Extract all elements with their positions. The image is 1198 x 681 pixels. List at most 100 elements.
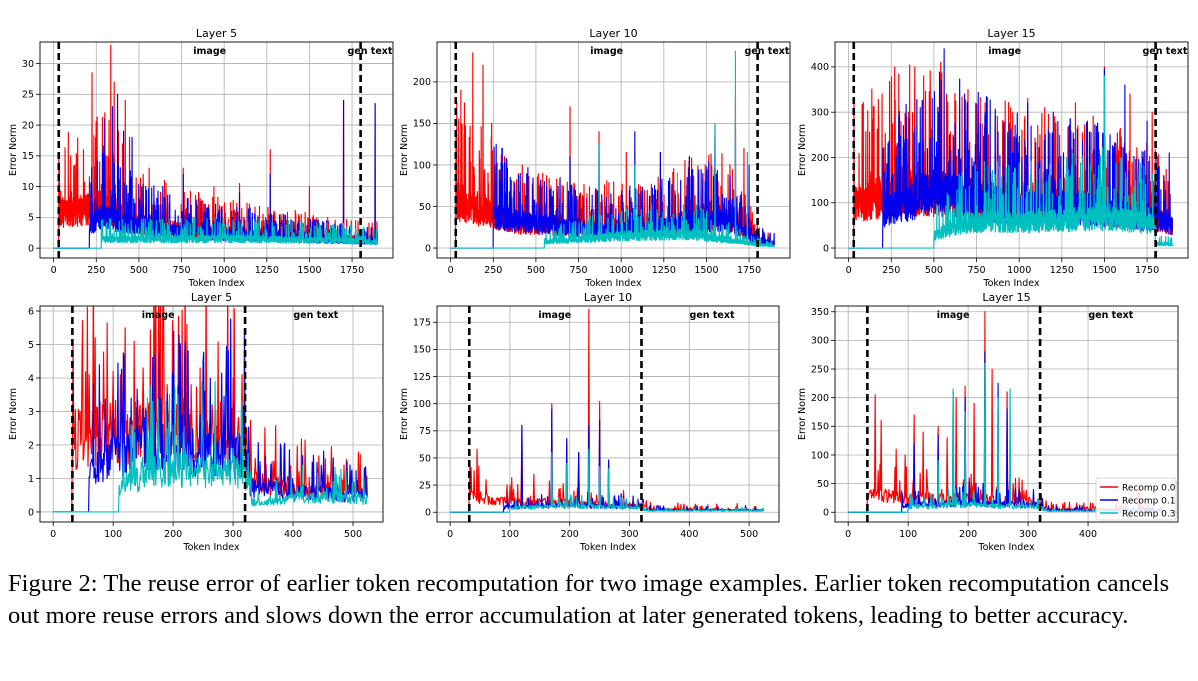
series-group <box>848 48 1174 249</box>
x-tick-label: 200 <box>959 529 977 540</box>
series-line-recomp-0-3 <box>53 216 379 249</box>
y-tick-label: 400 <box>811 62 829 73</box>
y-tick-label: 25 <box>419 480 431 491</box>
region-label: gen text <box>347 46 392 57</box>
y-axis-label: Error Norm <box>8 388 19 440</box>
x-axis-label: Token Index <box>187 278 245 289</box>
y-tick-label: 0 <box>823 243 829 254</box>
x-tick-label: 1500 <box>1092 265 1116 276</box>
x-tick-label: 300 <box>1019 529 1037 540</box>
x-tick-label: 200 <box>164 529 182 540</box>
x-axis-label: Token Index <box>982 278 1040 289</box>
region-label: image <box>538 310 571 321</box>
region-label: image <box>142 310 175 321</box>
x-tick-label: 0 <box>846 265 852 276</box>
y-tick-label: 350 <box>811 307 829 318</box>
y-axis-label: Error Norm <box>797 124 808 176</box>
x-tick-label: 250 <box>87 265 105 276</box>
x-tick-label: 1500 <box>297 265 321 276</box>
y-axis-label: Error Norm <box>399 388 410 440</box>
x-tick-label: 1000 <box>1007 265 1031 276</box>
y-tick-label: 100 <box>413 160 431 171</box>
chart-title: Layer 15 <box>987 27 1035 40</box>
series-group <box>450 50 776 249</box>
x-tick-label: 1250 <box>1050 265 1074 276</box>
x-tick-label: 0 <box>447 529 453 540</box>
x-tick-label: 1750 <box>1135 265 1159 276</box>
region-label: gen text <box>1142 46 1187 57</box>
y-tick-label: 50 <box>419 453 431 464</box>
y-tick-label: 50 <box>419 202 431 213</box>
x-tick-label: 400 <box>680 529 698 540</box>
y-tick-label: 100 <box>413 399 431 410</box>
x-tick-label: 1000 <box>212 265 236 276</box>
axes-frame <box>39 41 394 259</box>
x-tick-label: 1250 <box>255 265 279 276</box>
x-tick-label: 750 <box>569 265 587 276</box>
y-tick-label: 300 <box>811 336 829 347</box>
y-tick-label: 100 <box>811 198 829 209</box>
axes-frame <box>834 305 1179 523</box>
x-tick-label: 1250 <box>652 265 676 276</box>
x-tick-label: 1750 <box>737 265 761 276</box>
x-tick-label: 1000 <box>609 265 633 276</box>
y-tick-label: 200 <box>811 393 829 404</box>
legend-label: Recomp 0.1 <box>1122 496 1176 506</box>
x-tick-label: 100 <box>899 529 917 540</box>
chart-6: 0 100 200 300 400 0 50 100 150 200 250 300 350 Layer … <box>797 291 1179 553</box>
chart-title: Layer 5 <box>191 291 232 304</box>
series-line-recomp-0-3 <box>848 75 1174 249</box>
x-tick-label: 250 <box>484 265 502 276</box>
x-tick-label: 500 <box>344 529 362 540</box>
x-tick-label: 500 <box>527 265 545 276</box>
region-label: image <box>193 46 226 57</box>
x-tick-label: 0 <box>448 265 454 276</box>
y-tick-label: 25 <box>22 90 34 101</box>
x-tick-label: 0 <box>845 529 851 540</box>
x-tick-label: 400 <box>284 529 302 540</box>
x-tick-label: 0 <box>50 529 56 540</box>
legend-box <box>1095 477 1177 521</box>
legend-label: Recomp 0.0 <box>1122 483 1176 493</box>
y-tick-label: 300 <box>811 107 829 118</box>
y-tick-label: 100 <box>811 450 829 461</box>
chart-title: Layer 15 <box>982 291 1030 304</box>
region-label: image <box>590 46 623 57</box>
legend-label: Recomp 0.3 <box>1122 509 1176 519</box>
y-axis-label: Error Norm <box>399 124 410 176</box>
x-axis-label: Token Index <box>182 542 240 553</box>
y-tick-label: 10 <box>22 182 34 193</box>
y-tick-label: 0 <box>425 243 431 254</box>
axes-frame <box>39 305 384 523</box>
x-tick-label: 200 <box>561 529 579 540</box>
y-tick-label: 30 <box>22 59 34 70</box>
y-tick-label: 150 <box>413 345 431 356</box>
x-tick-label: 750 <box>172 265 190 276</box>
chart-5: 0 100 200 300 400 500 0 25 50 75 100 125 150 175 Layer… <box>399 291 780 553</box>
series-line-recomp-0-3 <box>450 448 765 513</box>
x-tick-label: 400 <box>1079 529 1097 540</box>
y-tick-label: 50 <box>817 479 829 490</box>
legend: Recomp 0.0 Recomp 0.1 Recomp 0.3 <box>1095 477 1177 521</box>
y-tick-label: 6 <box>28 306 34 317</box>
y-axis-label: Error Norm <box>797 388 808 440</box>
y-tick-label: 0 <box>28 507 34 518</box>
x-tick-label: 750 <box>967 265 985 276</box>
y-tick-label: 0 <box>28 243 34 254</box>
y-tick-label: 200 <box>811 153 829 164</box>
series-group <box>53 306 368 513</box>
series-group <box>53 44 379 249</box>
chart-title: Layer 10 <box>589 27 637 40</box>
region-label: gen text <box>690 310 735 321</box>
chart-3: 0 250 500 750 1000 1250 1500 1750 0 100 200 300 400 L… <box>797 27 1189 289</box>
axes-frame <box>436 41 791 259</box>
series-group <box>450 308 765 513</box>
series-line-recomp-0-3 <box>53 380 368 513</box>
y-tick-label: 75 <box>419 426 431 437</box>
chart-title: Layer 10 <box>584 291 632 304</box>
x-tick-label: 250 <box>882 265 900 276</box>
y-tick-label: 2 <box>28 440 34 451</box>
x-tick-label: 500 <box>925 265 943 276</box>
series-line-recomp-0-1 <box>848 48 1174 249</box>
axes-frame <box>834 41 1189 259</box>
